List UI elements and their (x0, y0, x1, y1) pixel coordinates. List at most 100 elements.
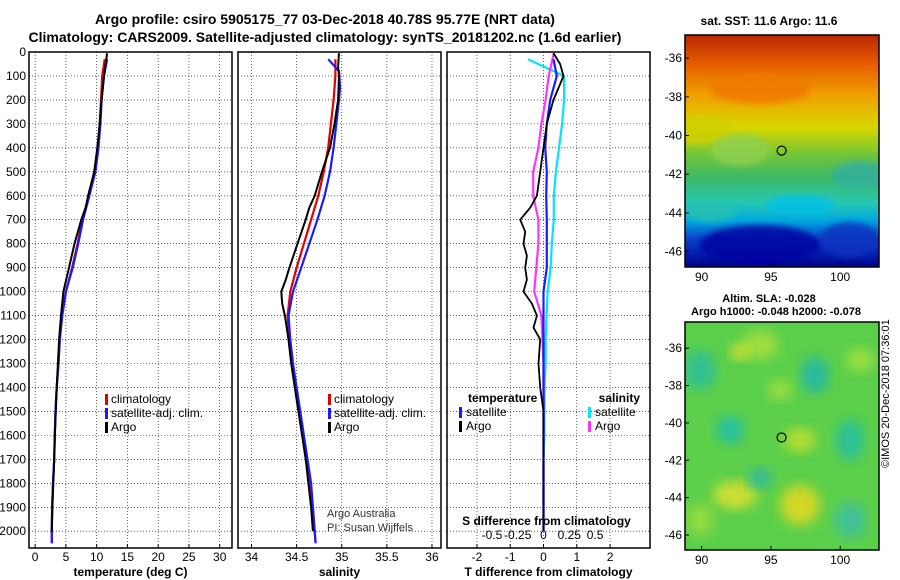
temperature-legend-swatch (105, 422, 108, 433)
sst-lat-tick-label: -46 (665, 245, 683, 259)
depth-tick-label: 2000 (0, 524, 26, 538)
diff-legend-label: satellite (466, 405, 507, 419)
sla-field (685, 322, 879, 550)
temperature-x-tick-label: 20 (152, 550, 166, 564)
salinity-x-axis-label: salinity (319, 565, 361, 579)
temperature-argo-diff-line (519, 52, 565, 532)
sst-lon-tick-label: 90 (695, 270, 709, 284)
temperature-x-tick-label: 25 (182, 550, 196, 564)
sla-lat-tick-label: -42 (665, 453, 683, 467)
salinity-diff-axis-label: S difference from climatology (462, 514, 631, 528)
diff-legend-label: Argo (466, 419, 492, 433)
temperature-plot-frame (28, 51, 233, 549)
difference-x-tick-label: -1 (505, 550, 516, 564)
difference-x-tick-label: -2 (472, 550, 483, 564)
sla-lon-tick-label: 90 (695, 553, 709, 567)
depth-tick-label: 900 (6, 261, 26, 275)
temperature-x-tick-label: 10 (90, 550, 104, 564)
difference-plot-frame (446, 51, 651, 549)
sla-lat-tick-label: -46 (665, 528, 683, 542)
depth-tick-label: 1400 (0, 380, 26, 394)
salinity-diff-tick-label: 0 (540, 528, 547, 542)
diff-legend-title-temperature: temperature (468, 391, 538, 405)
temperature-x-tick-label: 30 (213, 550, 227, 564)
depth-tick-label: 400 (6, 141, 26, 155)
sla-lon-tick-label: 100 (830, 553, 850, 567)
depth-tick-label: 1900 (0, 500, 26, 514)
temperature-legend-label: Argo (111, 420, 137, 434)
depth-tick-label: 1100 (0, 309, 26, 323)
difference-x-tick-label: 1 (573, 550, 580, 564)
sst-lat-tick-label: -40 (665, 129, 683, 143)
temperature-x-tick-label: 15 (121, 550, 135, 564)
sst-lat-tick-label: -42 (665, 167, 683, 181)
depth-tick-label: 700 (6, 213, 26, 227)
depth-tick-label: 1200 (0, 333, 26, 347)
depth-tick-label: 100 (6, 69, 26, 83)
sla-map-frame (684, 321, 880, 551)
salinity-legend-swatch (328, 394, 331, 405)
salinity-plot-frame (237, 51, 442, 549)
copyright-stamp: ©IMOS 20-Dec-2018 07:36:01 (880, 319, 892, 468)
salinity-diff-tick-label: -0.25 (504, 528, 532, 542)
credit-line: PI: Susan Wijffels (327, 522, 413, 534)
salinity-x-tick-label: 36 (425, 550, 439, 564)
chart-title: Argo profile: csiro 5905175_77 03-Dec-20… (95, 11, 555, 27)
difference-x-axis-label: T difference from climatology (464, 565, 632, 579)
salinity-legend-swatch (328, 408, 331, 419)
temperature-legend-swatch (105, 394, 108, 405)
temperature-x-tick-label: 5 (63, 550, 70, 564)
salinity-satellite-line (287, 58, 342, 544)
temperature-legend-label: satellite-adj. clim. (111, 406, 203, 420)
depth-tick-label: 1700 (0, 452, 26, 466)
salinity-legend-swatch (328, 422, 331, 433)
depth-tick-label: 300 (6, 117, 26, 131)
sst-lon-tick-label: 95 (764, 270, 778, 284)
depth-tick-label: 800 (6, 237, 26, 251)
depth-tick-label: 500 (6, 165, 26, 179)
salinity-diff-tick-label: -0.5 (482, 528, 503, 542)
salinity-diff-tick-label: 0.5 (587, 528, 604, 542)
salinity-legend-label: satellite-adj. clim. (334, 406, 426, 420)
salinity-argo-line (280, 53, 340, 532)
diff-legend-swatch (588, 407, 591, 418)
difference-x-tick-label: 2 (607, 550, 614, 564)
sst-lon-tick-label: 100 (830, 270, 850, 284)
sla-map-title: Altim. SLA: -0.028 (722, 293, 816, 305)
sla-profile-marker (776, 432, 787, 443)
depth-tick-label: 1800 (0, 476, 26, 490)
depth-tick-label: 1300 (0, 356, 26, 370)
depth-tick-label: 1600 (0, 428, 26, 442)
depth-tick-label: 1500 (0, 404, 26, 418)
salinity-legend-label: climatology (334, 392, 394, 406)
sst-map-frame (684, 34, 880, 268)
depth-tick-label: 1000 (0, 285, 26, 299)
depth-tick-label: 0 (19, 45, 26, 59)
sst-map-title: sat. SST: 11.6 Argo: 11.6 (701, 14, 838, 28)
sla-lat-tick-label: -40 (665, 416, 683, 430)
temperature-legend-swatch (105, 408, 108, 419)
temperature-x-axis-label: temperature (deg C) (73, 565, 187, 579)
sst-lat-tick-label: -44 (665, 206, 683, 220)
temperature-legend-label: climatology (111, 392, 171, 406)
diff-legend-label: Argo (595, 419, 621, 433)
diff-legend-swatch (459, 421, 462, 432)
sla-lat-tick-label: -36 (665, 341, 683, 355)
sst-field (685, 35, 879, 267)
salinity-x-tick-label: 34.5 (285, 550, 309, 564)
sla-map-subtitle: Argo h1000: -0.048 h2000: -0.078 (691, 306, 861, 318)
sla-lat-tick-label: -44 (665, 491, 683, 505)
credit-line: Argo Australia (327, 508, 396, 520)
temperature-x-tick-label: 0 (32, 550, 39, 564)
sla-lon-tick-label: 95 (764, 553, 778, 567)
diff-legend-title-salinity: salinity (599, 391, 641, 405)
salinity-legend-label: Argo (334, 420, 360, 434)
depth-tick-label: 200 (6, 93, 26, 107)
salinity-diff-tick-label: 0.25 (558, 528, 582, 542)
chart-subtitle: Climatology: CARS2009. Satellite-adjuste… (28, 29, 622, 45)
salinity-x-tick-label: 35 (335, 550, 349, 564)
temperature-argo-line (50, 53, 109, 532)
salinity-x-tick-label: 35.5 (375, 550, 399, 564)
sst-profile-marker (776, 145, 787, 156)
